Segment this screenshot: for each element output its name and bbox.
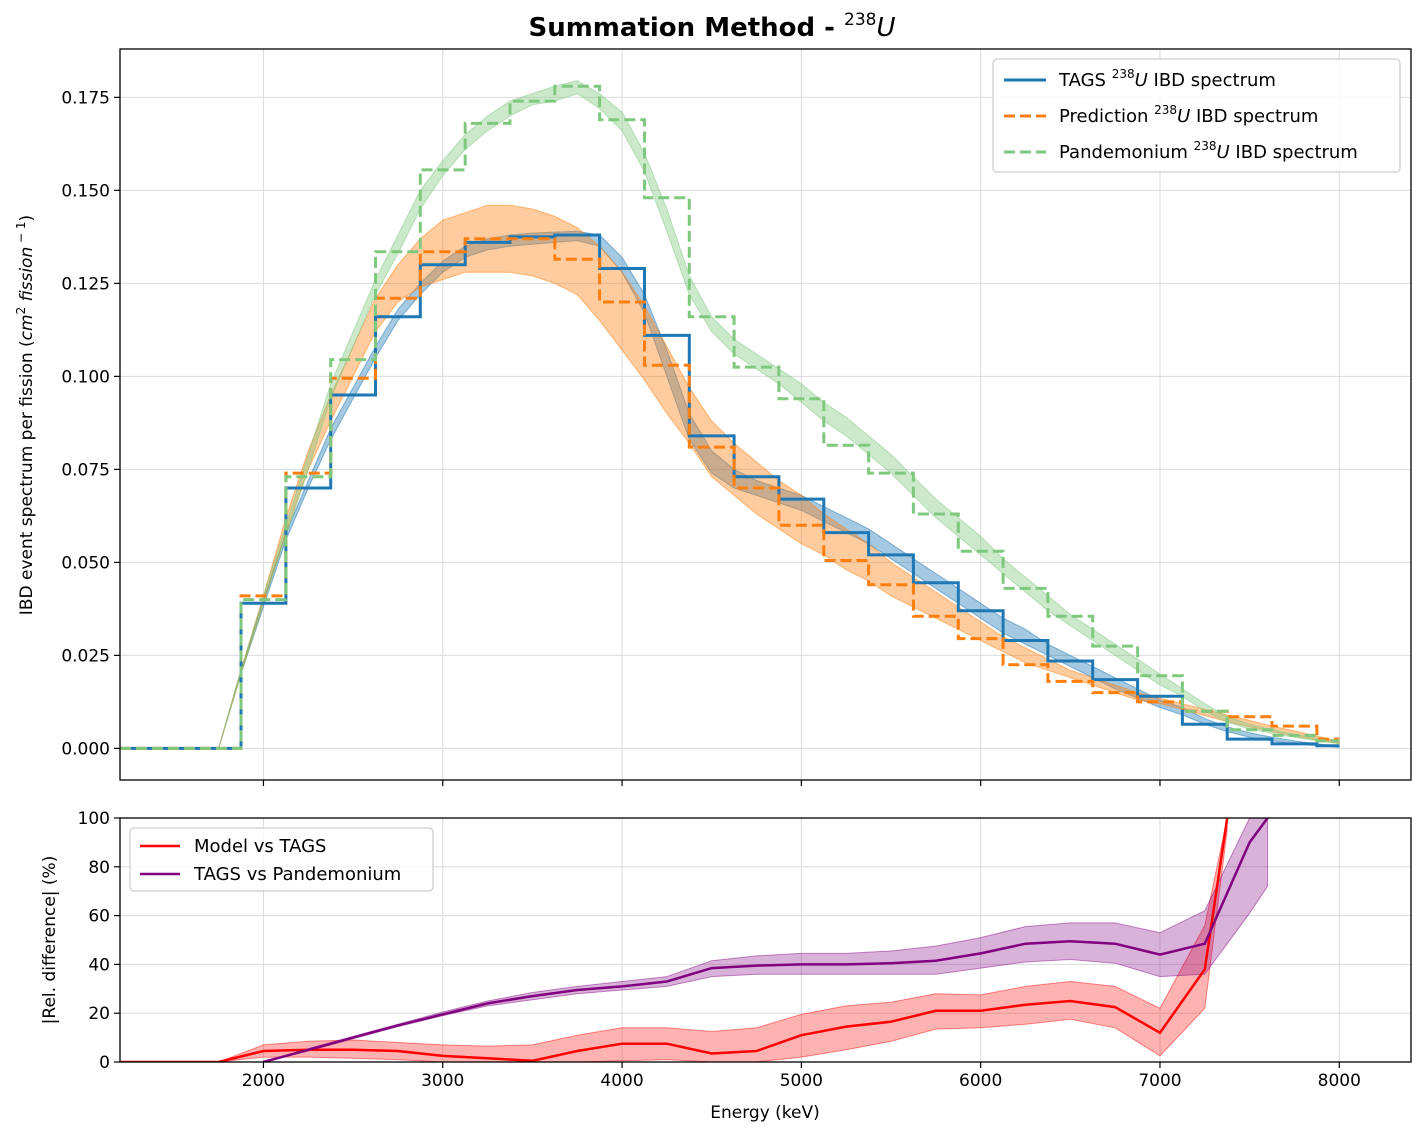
step-line-pandemonium <box>120 84 1340 750</box>
title-main: Summation Method - <box>528 13 844 43</box>
top-legend: TAGS 238U IBD spectrum Prediction 238U I… <box>992 58 1401 173</box>
x-tick-label: 3000 <box>421 1071 464 1091</box>
x-tick-label: 8000 <box>1318 1071 1361 1091</box>
bottom-y-tick-label: 20 <box>88 1004 110 1024</box>
top-y-tick-label: 0.025 <box>61 646 110 666</box>
legend-label-prediction: Prediction 238U IBD spectrum <box>1059 103 1318 127</box>
legend-label-model-vs-tags: Model vs TAGS <box>194 836 327 857</box>
top-gridlines <box>120 49 1411 780</box>
legend-label-tags: TAGS 238U IBD spectrum <box>1058 67 1276 91</box>
band-pandemonium-band <box>218 80 1340 749</box>
top-y-tick-label: 0.150 <box>61 181 110 201</box>
bottom-y-axis-ticks: 0 20 40 60 80 100 <box>78 809 120 1073</box>
relative-difference-panel: 0 20 40 60 80 100 2000 3000 4000 5000 6000 7000 800… <box>40 809 1412 1123</box>
bottom-legend-box <box>129 827 434 892</box>
x-tick-label: 5000 <box>780 1071 823 1091</box>
top-y-tick-label: 0.000 <box>61 739 110 759</box>
x-tick-label: 7000 <box>1138 1071 1181 1091</box>
bottom-legend: Model vs TAGS TAGS vs Pandemonium <box>129 827 434 892</box>
bottom-y-axis-label: |Rel. difference| (%) <box>40 856 60 1025</box>
legend-label-pandemonium: Pandemonium 238U IBD spectrum <box>1059 139 1358 163</box>
bottom-x-axis-ticks: 2000 3000 4000 5000 6000 7000 8000 <box>242 1062 1361 1091</box>
spectrum-panel: 0.000 0.025 0.050 0.075 0.100 0.125 0.150 0.175… <box>14 48 1412 786</box>
top-y-tick-label: 0.100 <box>61 367 110 387</box>
top-y-axis-ticks: 0.000 0.025 0.050 0.075 0.100 0.125 0.150 0.175 <box>61 88 120 759</box>
top-x-axis-ticks <box>262 780 1340 786</box>
bottom-y-tick-label: 80 <box>88 858 110 878</box>
top-plot-frame <box>119 48 1412 781</box>
bottom-y-tick-label: 40 <box>88 955 110 975</box>
difference-series <box>120 818 1269 1062</box>
band-tags-vs-pandemonium <box>263 818 1269 1062</box>
top-y-axis-label: IBD event spectrum per fission (cm2 fiss… <box>14 215 37 615</box>
top-y-tick-label: 0.075 <box>61 460 110 480</box>
top-legend-box <box>992 58 1401 173</box>
x-tick-label: 2000 <box>242 1071 285 1091</box>
top-y-tick-label: 0.175 <box>61 88 110 108</box>
line-model-vs-tags <box>120 818 1229 1062</box>
spectrum-steps <box>120 84 1340 750</box>
x-tick-label: 4000 <box>600 1071 643 1091</box>
title-isotope: U <box>876 13 895 43</box>
bottom-y-tick-label: 0 <box>99 1053 110 1073</box>
bottom-y-tick-label: 100 <box>78 809 110 829</box>
line-tags-vs-pandemonium <box>263 818 1269 1062</box>
bottom-y-tick-label: 60 <box>88 907 110 927</box>
x-axis-label: Energy (keV) <box>710 1103 820 1123</box>
x-tick-label: 6000 <box>959 1071 1002 1091</box>
top-y-tick-label: 0.050 <box>61 553 110 573</box>
chart-title: Summation Method - 238U <box>528 10 895 43</box>
step-line-prediction <box>120 237 1340 750</box>
legend-label-tags-vs-pandemonium: TAGS vs Pandemonium <box>193 864 401 885</box>
top-y-tick-label: 0.125 <box>61 274 110 294</box>
title-superscript: 238 <box>844 10 876 30</box>
bottom-plot-frame <box>119 817 1412 1063</box>
